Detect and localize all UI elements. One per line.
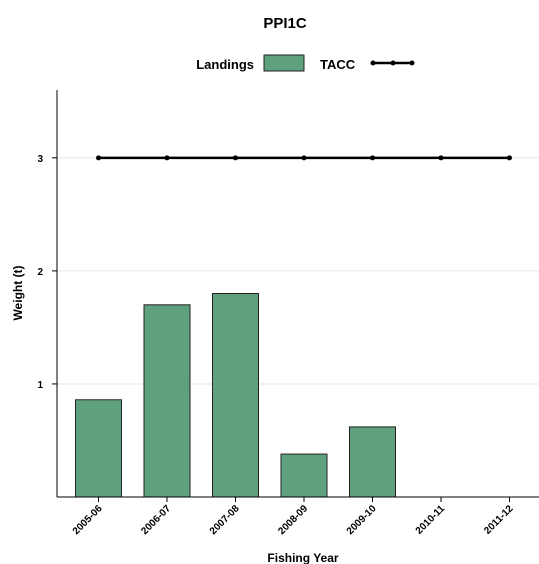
tacc-point <box>233 155 238 161</box>
legend-label-landings: Landings <box>196 57 254 72</box>
tacc-line <box>96 155 512 161</box>
x-tick-label: 2009-10 <box>345 503 379 537</box>
bars <box>75 293 396 498</box>
bar-landings <box>75 399 122 498</box>
bar-landings <box>280 453 328 498</box>
y-tick-label: 3 <box>37 154 43 165</box>
bar-landings <box>349 426 396 498</box>
y-ticks: 1 2 3 <box>37 154 57 391</box>
bar-landings <box>212 293 259 498</box>
tacc-point <box>370 155 375 161</box>
x-axis-label: Fishing Year <box>267 551 338 564</box>
x-tick-label: 2010-11 <box>414 503 448 537</box>
x-tick-label: 2006-07 <box>139 503 173 537</box>
legend: Landings TACC <box>196 54 415 72</box>
legend-line-tacc <box>370 60 415 66</box>
y-tick-label: 2 <box>37 267 43 278</box>
chart-title: PPI1C <box>263 15 307 32</box>
tacc-point <box>96 155 101 161</box>
x-tick-label: 2005-06 <box>71 503 105 537</box>
x-ticks: 2005-06 2006-07 2007-08 2008-09 2009-10 2010-… <box>71 497 516 537</box>
tacc-point <box>438 155 444 161</box>
tacc-point <box>507 155 512 161</box>
legend-label-tacc: TACC <box>320 57 356 72</box>
tacc-point <box>301 155 307 161</box>
x-tick-label: 2007-08 <box>208 503 242 537</box>
y-axis-label: Weight (t) <box>11 265 25 320</box>
x-tick-label: 2011-12 <box>482 503 516 537</box>
tacc-point <box>164 155 170 161</box>
x-tick-label: 2008-09 <box>276 503 310 537</box>
bar-landings <box>143 304 191 498</box>
legend-swatch-landings <box>263 54 305 72</box>
y-tick-label: 1 <box>37 380 43 391</box>
gridlines <box>57 157 539 385</box>
